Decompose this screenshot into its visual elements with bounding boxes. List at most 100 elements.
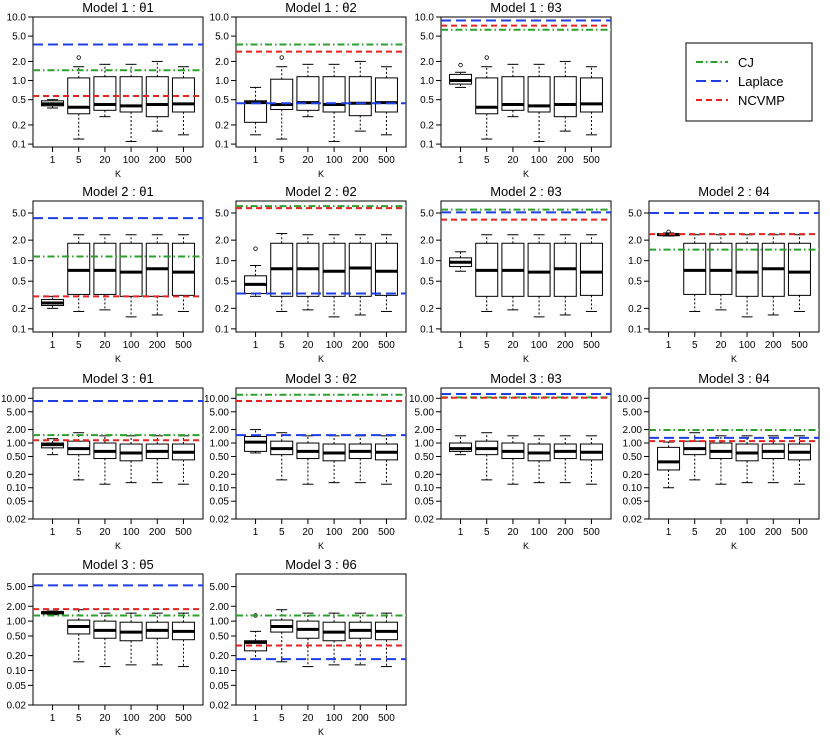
box-5 xyxy=(67,55,91,140)
x-tick-label: 100 xyxy=(326,713,343,724)
x-tick-label: 100 xyxy=(531,155,548,166)
plot-frame xyxy=(32,16,204,148)
panel-title: Model 2 : θ4 xyxy=(698,184,770,199)
box-200 xyxy=(145,435,169,484)
y-tick-label: 1.00 xyxy=(7,617,27,628)
box-20 xyxy=(93,612,117,668)
y-tick-label: 1.0 xyxy=(215,256,229,267)
panel-12: Model 3 : θ5 0.02 0.05 0.10 0.20 0.50 1.00 2.00… xyxy=(7,557,204,737)
panel-7: Model 2 : θ4 0.1 0.2 0.5 1.0 2.0 5.0 1 5 20 100 200… xyxy=(628,184,820,364)
y-tick-label: 0.50 xyxy=(210,452,230,463)
x-axis-label: K xyxy=(318,169,324,179)
box-200 xyxy=(348,612,372,666)
x-tick-label: 5 xyxy=(692,527,698,538)
y-tick-label: 10.00 xyxy=(409,394,434,405)
iqr-box xyxy=(683,242,707,295)
x-tick-label: 20 xyxy=(302,527,314,538)
plot-frame xyxy=(648,387,820,520)
iqr-box xyxy=(527,76,551,113)
panel-title: Model 3 : θ2 xyxy=(285,371,357,386)
x-tick-label: 1 xyxy=(253,527,259,538)
box-20 xyxy=(709,234,733,311)
y-tick-label: 2.0 xyxy=(215,236,229,247)
y-tick-label: 0.5 xyxy=(420,277,434,288)
iqr-box xyxy=(579,77,603,113)
panel-title: Model 2 : θ3 xyxy=(490,184,562,199)
x-axis-label: K xyxy=(115,169,121,179)
x-tick-label: 5 xyxy=(76,340,82,351)
box-100 xyxy=(322,612,346,666)
x-tick-label: 200 xyxy=(352,527,369,538)
y-tick-label: 5.00 xyxy=(210,582,230,593)
panel-title: Model 1 : θ3 xyxy=(490,0,562,15)
iqr-box xyxy=(709,242,733,295)
iqr-box xyxy=(322,76,346,113)
box-200 xyxy=(553,234,577,316)
y-tick-label: 2.0 xyxy=(12,57,26,68)
box-100 xyxy=(527,435,551,484)
iqr-box xyxy=(348,76,372,117)
iqr-box xyxy=(296,76,320,111)
box-100 xyxy=(527,234,551,318)
y-tick-label: 0.10 xyxy=(7,483,27,494)
iqr-box xyxy=(171,242,195,296)
panel-4: Model 2 : θ1 0.1 0.2 0.5 1.0 2.0 5.0 1 5 20 100 200… xyxy=(12,184,204,364)
x-tick-label: 200 xyxy=(765,527,782,538)
y-tick-label: 1.00 xyxy=(623,439,643,450)
x-tick-label: 200 xyxy=(557,340,574,351)
x-axis-label: K xyxy=(731,541,737,551)
y-tick-label: 0.5 xyxy=(215,95,229,106)
x-tick-label: 200 xyxy=(149,155,166,166)
outlier-point xyxy=(253,246,258,251)
x-tick-label: 20 xyxy=(99,527,111,538)
y-tick-label: 0.1 xyxy=(628,324,642,335)
box-5 xyxy=(475,55,499,140)
x-tick-label: 5 xyxy=(692,340,698,351)
y-tick-label: 0.1 xyxy=(12,324,26,335)
x-tick-label: 1 xyxy=(666,527,672,538)
box-20 xyxy=(501,234,525,311)
x-tick-label: 200 xyxy=(765,340,782,351)
box-500 xyxy=(374,612,398,668)
box-1 xyxy=(41,99,65,109)
x-tick-label: 100 xyxy=(123,713,140,724)
y-tick-label: 5.0 xyxy=(628,209,642,220)
legend: CJ Laplace NCVMP xyxy=(685,42,813,122)
x-tick-label: 500 xyxy=(583,340,600,351)
x-tick-label: 500 xyxy=(378,527,395,538)
y-tick-label: 0.5 xyxy=(628,277,642,288)
x-tick-label: 100 xyxy=(531,340,548,351)
box-20 xyxy=(501,435,525,485)
x-tick-label: 100 xyxy=(739,527,756,538)
box-5 xyxy=(67,609,91,663)
box-100 xyxy=(735,435,759,484)
plot-frame xyxy=(32,573,204,706)
box-500 xyxy=(374,435,398,485)
x-tick-label: 1 xyxy=(458,155,464,166)
x-tick-label: 100 xyxy=(531,527,548,538)
plot-frame xyxy=(235,16,407,148)
y-tick-label: 0.05 xyxy=(7,497,27,508)
y-tick-label: 5.00 xyxy=(7,582,27,593)
y-tick-label: 10.0 xyxy=(415,13,435,24)
y-tick-label: 0.20 xyxy=(415,470,435,481)
x-tick-label: 200 xyxy=(149,713,166,724)
box-500 xyxy=(171,234,195,312)
x-tick-label: 20 xyxy=(507,527,519,538)
box-1 xyxy=(449,62,473,88)
panel-5: Model 2 : θ2 0.1 0.2 0.5 1.0 2.0 5.0 1 5 20 100 200… xyxy=(215,184,407,364)
x-tick-label: 500 xyxy=(791,527,808,538)
y-tick-label: 2.0 xyxy=(12,236,26,247)
x-tick-label: 200 xyxy=(352,340,369,351)
y-tick-label: 0.05 xyxy=(7,681,27,692)
box-500 xyxy=(787,234,811,312)
y-tick-label: 5.0 xyxy=(12,209,26,220)
y-tick-label: 0.50 xyxy=(415,452,435,463)
legend-label-ncvmp: NCVMP xyxy=(738,93,785,108)
y-tick-label: 0.5 xyxy=(215,277,229,288)
x-tick-label: 500 xyxy=(175,340,192,351)
y-tick-label: 1.00 xyxy=(210,439,230,450)
x-tick-label: 5 xyxy=(76,713,82,724)
x-tick-label: 20 xyxy=(302,340,314,351)
panel-title: Model 3 : θ3 xyxy=(490,371,562,386)
